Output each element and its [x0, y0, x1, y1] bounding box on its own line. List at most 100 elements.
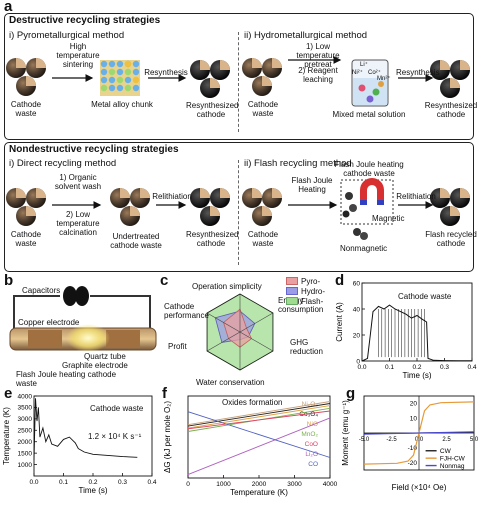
y-tick-label: 1000	[18, 462, 33, 469]
pyro-title: i) Pyrometallurgical method	[9, 30, 125, 41]
radar-axis-6: Cathode performance	[164, 302, 209, 320]
x-tick-label: 2.5	[442, 437, 451, 443]
hydro-cathode-waste-label: Cathode waste	[247, 100, 279, 118]
metal-alloy-label: Metal alloy chunk	[91, 100, 153, 109]
fjh-waste-label: Flash Joule heating cathode waste	[334, 160, 404, 178]
pyro-resynth-cathode-label: Resynthesized cathode	[186, 101, 239, 119]
hydro-title: ii) Hydrometallurgical method	[244, 30, 368, 41]
panel-f-annotation: Oxides formation	[222, 398, 283, 407]
hydro-resynth-spheres	[430, 60, 470, 98]
x-tick-label: 0.4	[147, 479, 156, 486]
panel-f-label: f	[162, 385, 167, 402]
x-tick-label: 0.0	[29, 479, 38, 486]
legend-flash: Flash-	[301, 296, 324, 306]
gibbs-line-0	[187, 401, 331, 426]
x-tick-label: 0.0	[357, 364, 366, 371]
y-tick-label: 4000	[18, 393, 33, 400]
temperature-trace	[33, 398, 138, 461]
y-tick-label: -10	[408, 445, 418, 452]
y-tick-label: 1500	[18, 450, 33, 457]
ion-ni: Ni²⁺	[352, 70, 363, 76]
direct-relithiation-label: Relithiation	[152, 192, 192, 201]
hydro-resynth-cathode-label: Resynthesized cathode	[424, 101, 478, 119]
capacitors-label: Capacitors	[22, 286, 61, 295]
x-tick-label: 0.3	[440, 364, 449, 371]
radar-spoke	[239, 312, 274, 333]
x-tick-label: 0.0	[415, 437, 424, 443]
panel-b-label: b	[4, 272, 14, 289]
x-tick-label: 0.4	[467, 364, 476, 371]
y-tick-label: 10	[410, 416, 418, 423]
direct-resynth-spheres	[190, 188, 230, 226]
pyro-resynthesis-label: Resynthesis	[144, 68, 188, 77]
gibbs-series-label: Li₂O	[305, 451, 318, 458]
x-tick-label: 0.2	[412, 364, 421, 371]
gibbs-series-label: MnO₂	[301, 431, 318, 438]
panel-d-annotation: Cathode waste	[398, 292, 452, 301]
magnet-icon	[340, 178, 394, 240]
y-tick-label: 3000	[18, 416, 33, 423]
pyro-cathode-waste-label: Cathode waste	[10, 100, 42, 118]
y-axis-label: ΔG (kJ per mole O₂)	[163, 401, 172, 473]
flash-cathode-spheres	[430, 188, 470, 226]
x-axis-label: Time (s)	[402, 371, 431, 380]
radar-outline	[206, 293, 274, 371]
beaker-icon	[351, 59, 389, 107]
y-tick-label: 2000	[18, 439, 33, 446]
copper-electrode-label: Copper electrode	[18, 318, 80, 327]
x-tick-label: 0.2	[88, 479, 97, 486]
x-tick-label: 3000	[287, 481, 302, 488]
flash-cathode-waste-spheres	[242, 188, 282, 226]
direct-step2-label: 2) Low temperature calcination	[56, 210, 100, 237]
solution-label: Mixed metal solution	[332, 110, 406, 119]
destructive-divider	[238, 32, 239, 132]
radar-spoke	[206, 331, 241, 352]
y-tick-label: -20	[408, 460, 418, 467]
quartz-tube-label: Quartz tube	[84, 352, 126, 361]
y-axis-label: Moment (emu g⁻¹)	[341, 400, 350, 466]
fjh-waste-label-b: Flash Joule heating cathode waste	[16, 370, 117, 388]
legend-label: FJH-CW	[440, 455, 466, 462]
x-tick-label: 0.3	[118, 479, 127, 486]
hydro-step1-label: 1) Low temperature pretreat	[296, 42, 340, 69]
ion-li: Li⁺	[360, 62, 368, 68]
hydro-cathode-waste-spheres	[242, 58, 282, 96]
gibbs-line-6	[187, 411, 331, 458]
radar-chart	[206, 293, 274, 371]
gibbs-chart: 0 1000 2000 3000 4000 Temperature (K) ΔG (kJ p…	[163, 395, 338, 497]
x-tick-label: 0.1	[385, 364, 394, 371]
y-tick-label: 40	[353, 306, 361, 313]
current-trace	[361, 304, 472, 362]
x-tick-label: 5.0	[470, 437, 479, 443]
legend-hydro: Hydro-	[301, 286, 326, 296]
x-axis-label: Time (s)	[78, 486, 107, 495]
undertreated-spheres	[110, 188, 150, 226]
gibbs-line-5	[187, 417, 331, 476]
heating-rate-label: 1.2 × 10⁴ K s⁻¹	[88, 432, 142, 441]
fjh-apparatus-illustration	[9, 286, 157, 352]
y-tick-label: 20	[353, 332, 361, 339]
y-tick-label: 3500	[18, 405, 33, 412]
nondestructive-divider	[238, 160, 239, 265]
destructive-box	[4, 13, 474, 140]
flash-title: ii) Flash recycling method	[244, 158, 352, 169]
undertreated-label: Undertreated cathode waste	[110, 232, 162, 250]
pyro-cathode-waste-spheres	[6, 58, 46, 96]
ion-mn: Mn²⁺	[377, 76, 391, 82]
magnetic-label: Magnetic	[372, 214, 405, 223]
metal-alloy-chunk-icon	[100, 60, 140, 96]
gibbs-series-label: CoO	[305, 441, 318, 448]
radar-axis-5: Profit	[168, 342, 187, 351]
x-tick-label: -2.5	[386, 437, 397, 443]
pyro-resynth-spheres	[190, 60, 230, 98]
hydro-step2-label: 2) Reagent leaching	[298, 66, 338, 84]
temperature-chart: 0.0 0.1 0.2 0.3 0.4 1000 1500 2000 2500 3000 3500 4…	[2, 393, 157, 495]
radar-axis-1: Operation simplicity	[192, 282, 262, 291]
panel-a-label: a	[4, 0, 13, 15]
panel-c-label: c	[160, 272, 169, 289]
panel-e-label: e	[4, 385, 13, 402]
destructive-title: Destructive recycling strategies	[9, 15, 161, 26]
y-axis-label: Current (A)	[335, 302, 344, 342]
radar-spoke	[239, 331, 274, 352]
y-tick-label: 20	[410, 401, 418, 408]
